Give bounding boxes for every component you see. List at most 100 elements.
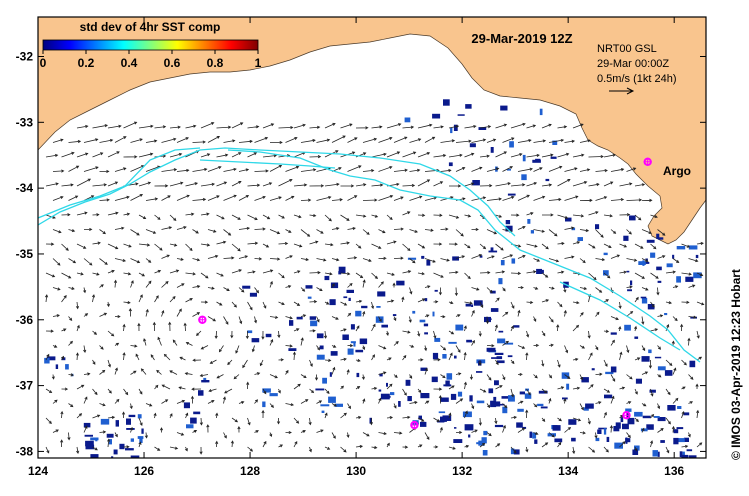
current-vector xyxy=(448,352,453,361)
current-vector xyxy=(634,214,642,221)
current-vector xyxy=(309,125,321,129)
current-vector xyxy=(433,125,444,129)
sst-patch xyxy=(583,407,589,411)
current-vector xyxy=(618,301,622,310)
current-vector xyxy=(68,195,79,201)
current-vector xyxy=(650,214,658,218)
current-vector xyxy=(277,388,281,394)
current-vector xyxy=(564,167,578,172)
current-vector xyxy=(269,165,283,172)
current-vector xyxy=(168,321,172,332)
sst-patch xyxy=(347,348,354,355)
current-vector xyxy=(215,440,219,448)
current-vector xyxy=(61,328,67,332)
current-vector xyxy=(463,351,467,361)
sst-patch xyxy=(387,395,391,398)
current-vector xyxy=(502,311,509,317)
sst-patch xyxy=(322,377,327,384)
current-vector xyxy=(183,322,187,332)
sst-patch xyxy=(676,427,684,430)
current-vector xyxy=(448,153,463,158)
sst-patch xyxy=(494,380,499,386)
sst-patch xyxy=(644,262,650,264)
current-vector xyxy=(76,324,80,332)
current-vector xyxy=(331,344,337,348)
sst-patch xyxy=(190,417,197,424)
sst-patch xyxy=(431,376,438,383)
current-vector xyxy=(278,272,285,279)
current-vector xyxy=(216,272,224,277)
current-vector xyxy=(517,139,532,143)
current-vector xyxy=(479,388,487,393)
sst-patch xyxy=(405,379,411,386)
current-vector xyxy=(369,417,374,426)
current-vector xyxy=(200,122,215,129)
current-vector xyxy=(362,432,370,437)
sst-patch xyxy=(469,395,473,402)
current-vector xyxy=(650,328,659,332)
current-vector xyxy=(665,417,671,425)
sst-patch xyxy=(695,254,699,259)
current-vector xyxy=(190,395,195,404)
current-vector xyxy=(681,359,687,366)
current-vector xyxy=(176,283,185,288)
current-vector xyxy=(672,285,679,289)
current-vector xyxy=(650,301,655,308)
current-vector xyxy=(238,226,251,230)
sst-patch xyxy=(315,388,325,391)
current-vector xyxy=(309,300,318,304)
current-vector xyxy=(510,415,518,420)
current-vector xyxy=(154,214,161,220)
current-vector xyxy=(61,355,65,361)
sst-patch xyxy=(693,272,702,279)
current-vector xyxy=(417,179,431,187)
argo-float-cross xyxy=(622,411,631,420)
sst-patch xyxy=(521,174,527,181)
x-tick-label: 128 xyxy=(240,464,260,478)
sst-patch xyxy=(681,454,689,458)
argo-label: Argo xyxy=(663,164,691,178)
sst-patch xyxy=(321,410,325,413)
sst-patch xyxy=(453,124,458,131)
current-vector xyxy=(192,167,208,172)
current-vector xyxy=(269,432,273,438)
current-vector xyxy=(371,243,382,249)
sst-patch xyxy=(502,406,508,414)
current-vector xyxy=(371,323,376,332)
sst-patch xyxy=(676,276,681,283)
current-vector xyxy=(331,432,336,439)
sst-patch xyxy=(494,352,504,355)
current-vector xyxy=(386,240,397,245)
current-vector xyxy=(557,125,568,129)
current-vector xyxy=(52,344,58,348)
current-vector xyxy=(223,194,237,201)
sst-patch xyxy=(488,388,494,394)
sst-patch xyxy=(581,377,589,383)
colorbar-tick-label: 0.8 xyxy=(207,56,224,70)
current-vector xyxy=(138,294,143,303)
sst-patch xyxy=(390,392,395,396)
current-vector xyxy=(433,358,441,362)
current-vector xyxy=(172,339,178,346)
current-vector xyxy=(510,388,515,398)
sst-patch xyxy=(125,448,134,451)
current-vector xyxy=(355,299,363,303)
current-vector xyxy=(192,197,207,202)
sst-patch xyxy=(690,316,697,319)
current-vector xyxy=(138,441,142,448)
current-vector xyxy=(92,152,104,158)
current-vector xyxy=(200,300,209,304)
sst-patch xyxy=(493,401,501,407)
current-vector xyxy=(254,372,261,376)
current-vector xyxy=(262,388,267,395)
current-vector xyxy=(572,446,576,455)
current-vector xyxy=(564,374,571,380)
current-vector xyxy=(393,431,403,435)
current-vector xyxy=(603,446,609,453)
current-vector xyxy=(696,409,700,419)
sst-patch xyxy=(530,230,534,234)
current-vector xyxy=(439,426,443,433)
current-vector xyxy=(609,424,613,433)
current-vector xyxy=(68,403,74,408)
sst-patch xyxy=(450,393,457,400)
